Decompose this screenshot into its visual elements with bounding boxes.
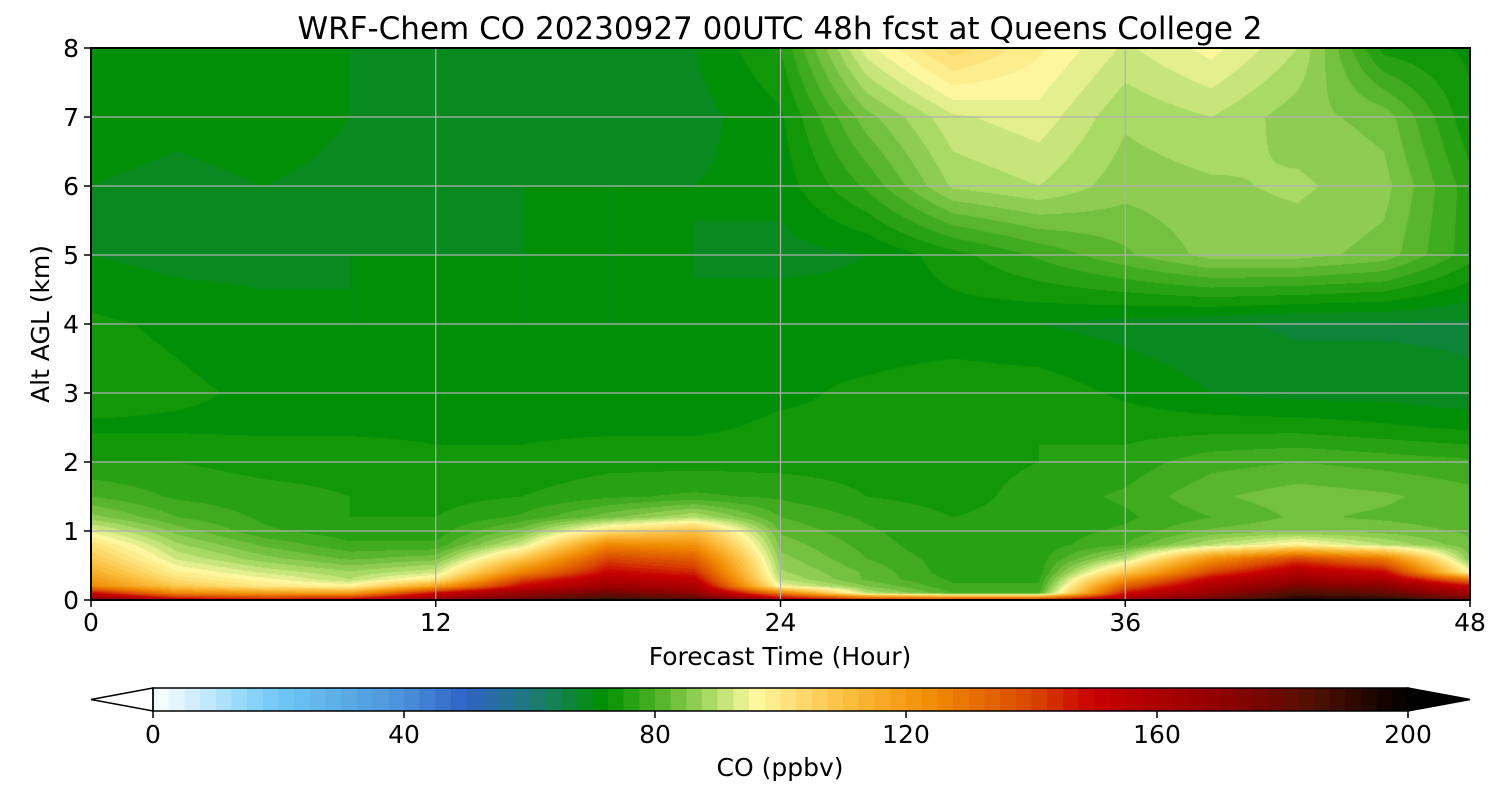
colorbar-extend-low bbox=[90, 687, 154, 712]
x-tick-label: 0 bbox=[83, 608, 99, 637]
y-tick-label: 3 bbox=[63, 379, 79, 408]
x-tick-label: 48 bbox=[1454, 608, 1486, 637]
colorbar-tick-label: 0 bbox=[145, 720, 161, 749]
colorbar-ticks: 0 40 80 120 160 200 bbox=[145, 711, 1432, 749]
colorbar-tick-label: 80 bbox=[639, 720, 671, 749]
y-axis-label: Alt AGL (km) bbox=[26, 245, 55, 403]
colorbar: 0 40 80 120 160 200 CO (ppbv) bbox=[90, 687, 1471, 782]
grid-lines bbox=[91, 48, 1470, 600]
x-tick-label: 24 bbox=[765, 608, 797, 637]
y-tick-label: 1 bbox=[63, 517, 79, 546]
x-axis-ticks: 0 12 24 36 48 bbox=[83, 600, 1486, 637]
colorbar-gradient bbox=[153, 688, 1408, 711]
y-tick-label: 6 bbox=[63, 172, 79, 201]
y-tick-label: 0 bbox=[63, 586, 79, 615]
colorbar-tick-label: 40 bbox=[388, 720, 420, 749]
colorbar-tick-label: 200 bbox=[1384, 720, 1432, 749]
colorbar-frame bbox=[152, 687, 1409, 712]
colorbar-tick-label: 160 bbox=[1133, 720, 1181, 749]
colorbar-label: CO (ppbv) bbox=[717, 753, 844, 782]
colorbar-tick-label: 120 bbox=[882, 720, 930, 749]
colorbar-extend-high bbox=[1407, 687, 1471, 712]
x-tick-label: 36 bbox=[1109, 608, 1141, 637]
x-tick-label: 12 bbox=[420, 608, 452, 637]
y-tick-label: 5 bbox=[63, 241, 79, 270]
y-tick-label: 2 bbox=[63, 448, 79, 477]
y-tick-label: 4 bbox=[63, 310, 79, 339]
y-axis-ticks: 0 1 2 3 4 5 6 7 8 bbox=[63, 34, 91, 615]
y-tick-label: 7 bbox=[63, 103, 79, 132]
x-axis-label: Forecast Time (Hour) bbox=[649, 642, 912, 671]
y-tick-label: 8 bbox=[63, 34, 79, 63]
chart-title: WRF-Chem CO 20230927 00UTC 48h fcst at Q… bbox=[297, 11, 1262, 47]
